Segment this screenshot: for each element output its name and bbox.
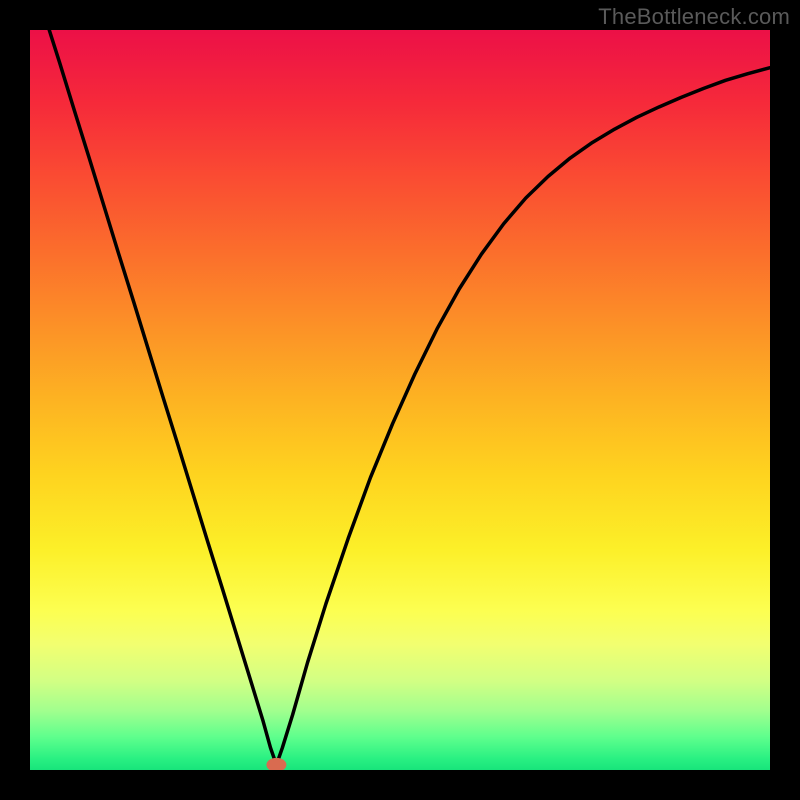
gradient-background	[30, 30, 770, 770]
plot-area	[30, 30, 770, 770]
chart-svg	[30, 30, 770, 770]
chart-container: { "watermark": { "text": "TheBottleneck.…	[0, 0, 800, 800]
watermark-text: TheBottleneck.com	[598, 4, 790, 30]
